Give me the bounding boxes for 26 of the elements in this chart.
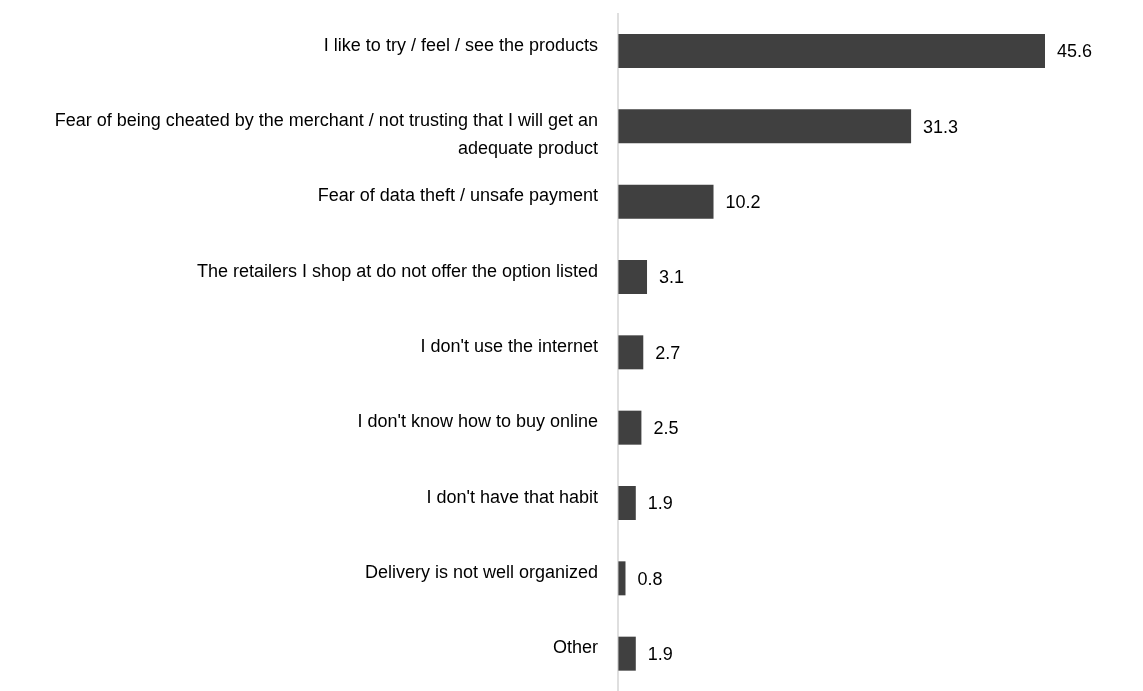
bar (618, 184, 714, 219)
bar (618, 636, 636, 671)
bar (618, 109, 912, 144)
bar (618, 260, 648, 294)
bar (618, 486, 636, 520)
data-label: 2.7 (655, 342, 681, 363)
data-label: 1.9 (647, 493, 673, 514)
data-label: 10.2 (725, 192, 761, 213)
y-tick-label: The retailers I shop at do not offer the option listed (197, 260, 598, 281)
y-tick-label: Delivery is not well organized (364, 562, 598, 582)
y-tick-label: I like to try / feel / see the products (323, 34, 598, 55)
y-tick-label: Fear of data theft / unsafe payment (317, 185, 598, 206)
y-tick-label: I don't use the internet (420, 336, 598, 356)
y-tick-label: I don't have that habit (426, 486, 598, 507)
y-tick-label: Fear of being cheated by the merchant / not trusting that I will get an adequate product (54, 110, 598, 158)
data-label: 31.3 (923, 116, 959, 137)
bar (618, 410, 642, 445)
data-label: 2.5 (653, 418, 679, 439)
data-label: 3.1 (659, 267, 685, 288)
y-tick-label: Other (552, 637, 598, 658)
bar (618, 34, 1045, 68)
bar (618, 335, 644, 370)
y-tick-label: I don't know how to buy online (357, 411, 598, 432)
data-label: 1.9 (647, 644, 673, 665)
data-label: 0.8 (637, 568, 663, 589)
data-label: 45.6 (1057, 41, 1093, 62)
